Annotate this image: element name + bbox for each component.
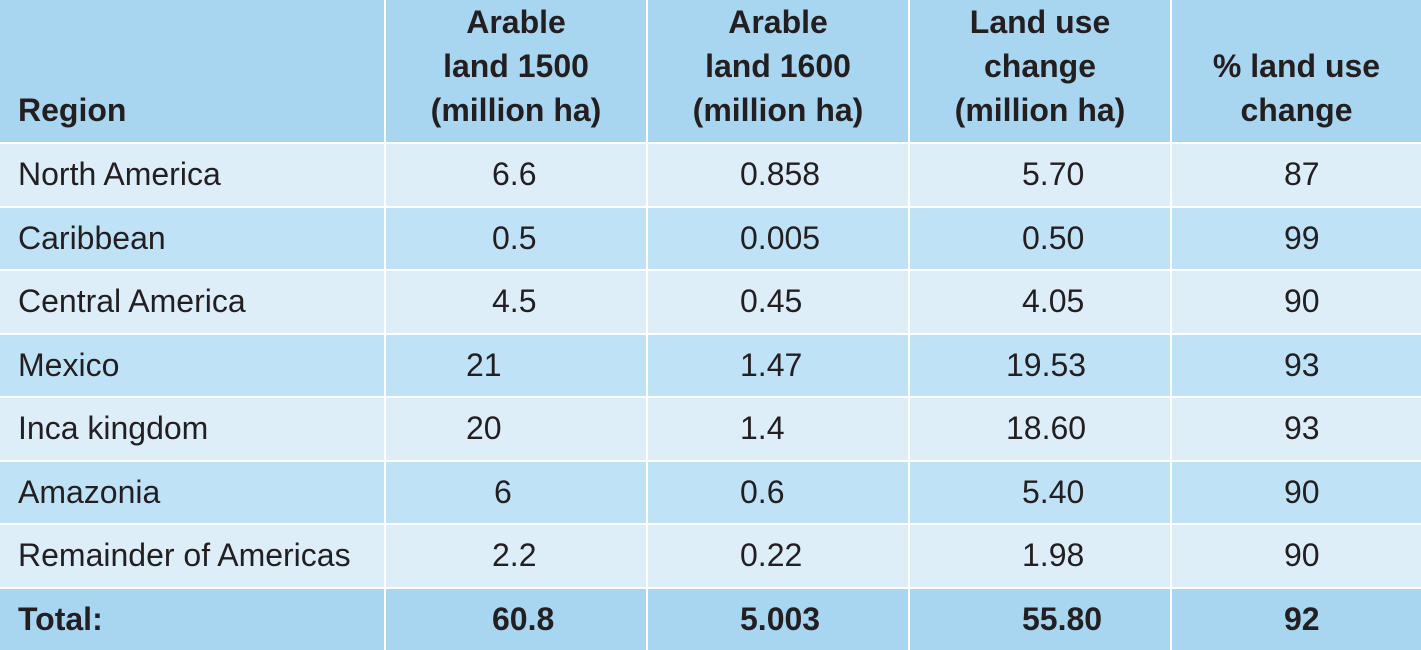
cell-region: Inca kingdom: [0, 396, 385, 461]
cell-region: Remainder of Americas: [0, 523, 385, 588]
table-row-mexico: Mexico 21 1.47 19.53 93: [0, 332, 1421, 397]
cell-arable-1600: 1.4: [646, 396, 909, 461]
header-arable-1500-line-2: land 1500: [443, 48, 589, 84]
cell-total-percent-change: 92: [1170, 586, 1421, 650]
header-land-use-change-line-3: (million ha): [954, 92, 1126, 128]
header-arable-1500-line-1: Arable: [466, 4, 566, 40]
table-row-total: Total: 60.8 5.003 55.80 92: [0, 586, 1421, 650]
cell-total-land-use-change: 55.80: [908, 586, 1171, 650]
header-land-use-change: Land use change (million ha): [908, 0, 1171, 144]
cell-percent-change: 93: [1170, 332, 1421, 397]
table-row-amazonia: Amazonia 6 0.6 5.40 90: [0, 459, 1421, 524]
cell-arable-1500: 4.5: [384, 269, 647, 334]
cell-region: Mexico: [0, 332, 385, 397]
header-arable-1600-line-1: Arable: [728, 4, 828, 40]
header-percent-change-line-1: % land use: [1212, 48, 1381, 84]
cell-land-use-change: 4.05: [908, 269, 1171, 334]
cell-arable-1500: 6.6: [384, 142, 647, 207]
cell-percent-change: 99: [1170, 205, 1421, 270]
cell-percent-change: 90: [1170, 523, 1421, 588]
header-arable-1600: Arable land 1600 (million ha): [646, 0, 909, 144]
cell-percent-change: 90: [1170, 459, 1421, 524]
cell-arable-1500: 20: [384, 396, 647, 461]
table-row-remainder-of-americas: Remainder of Americas 2.2 0.22 1.98 90: [0, 523, 1421, 588]
cell-land-use-change: 19.53: [908, 332, 1171, 397]
cell-arable-1600: 0.6: [646, 459, 909, 524]
cell-land-use-change: 0.50: [908, 205, 1171, 270]
header-region: Region: [0, 0, 385, 144]
cell-percent-change: 93: [1170, 396, 1421, 461]
cell-arable-1600: 0.45: [646, 269, 909, 334]
cell-land-use-change: 5.40: [908, 459, 1171, 524]
cell-arable-1500: 2.2: [384, 523, 647, 588]
cell-total-arable-1600: 5.003: [646, 586, 909, 650]
header-arable-1600-line-3: (million ha): [692, 92, 864, 128]
cell-land-use-change: 18.60: [908, 396, 1171, 461]
cell-arable-1500: 0.5: [384, 205, 647, 270]
table-row-caribbean: Caribbean 0.5 0.005 0.50 99: [0, 205, 1421, 270]
table-row-central-america: Central America 4.5 0.45 4.05 90: [0, 269, 1421, 334]
header-row: Region Arable land 1500 (million ha) Ara…: [0, 0, 1421, 144]
cell-arable-1600: 0.22: [646, 523, 909, 588]
header-arable-1500: Arable land 1500 (million ha): [384, 0, 647, 144]
cell-total-arable-1500: 60.8: [384, 586, 647, 650]
cell-percent-change: 90: [1170, 269, 1421, 334]
table-row-inca-kingdom: Inca kingdom 20 1.4 18.60 93: [0, 396, 1421, 461]
cell-percent-change: 87: [1170, 142, 1421, 207]
header-land-use-change-line-1: Land use: [969, 4, 1111, 40]
header-land-use-change-line-2: change: [983, 48, 1097, 84]
cell-region: Amazonia: [0, 459, 385, 524]
cell-arable-1600: 1.47: [646, 332, 909, 397]
table-row-north-america: North America 6.6 0.858 5.70 87: [0, 142, 1421, 207]
header-percent-change: % land use change: [1170, 0, 1421, 144]
cell-arable-1600: 0.005: [646, 205, 909, 270]
cell-arable-1500: 21: [384, 332, 647, 397]
cell-region: Caribbean: [0, 205, 385, 270]
cell-land-use-change: 5.70: [908, 142, 1171, 207]
header-percent-change-line-2: change: [1240, 92, 1353, 128]
header-region-line-1: Region: [18, 92, 127, 128]
cell-arable-1500: 6: [384, 459, 647, 524]
cell-region: Central America: [0, 269, 385, 334]
cell-arable-1600: 0.858: [646, 142, 909, 207]
header-arable-1500-line-3: (million ha): [430, 92, 602, 128]
header-arable-1600-line-2: land 1600: [705, 48, 851, 84]
cell-region: North America: [0, 142, 385, 207]
cell-land-use-change: 1.98: [908, 523, 1171, 588]
cell-total-label: Total:: [0, 586, 385, 650]
